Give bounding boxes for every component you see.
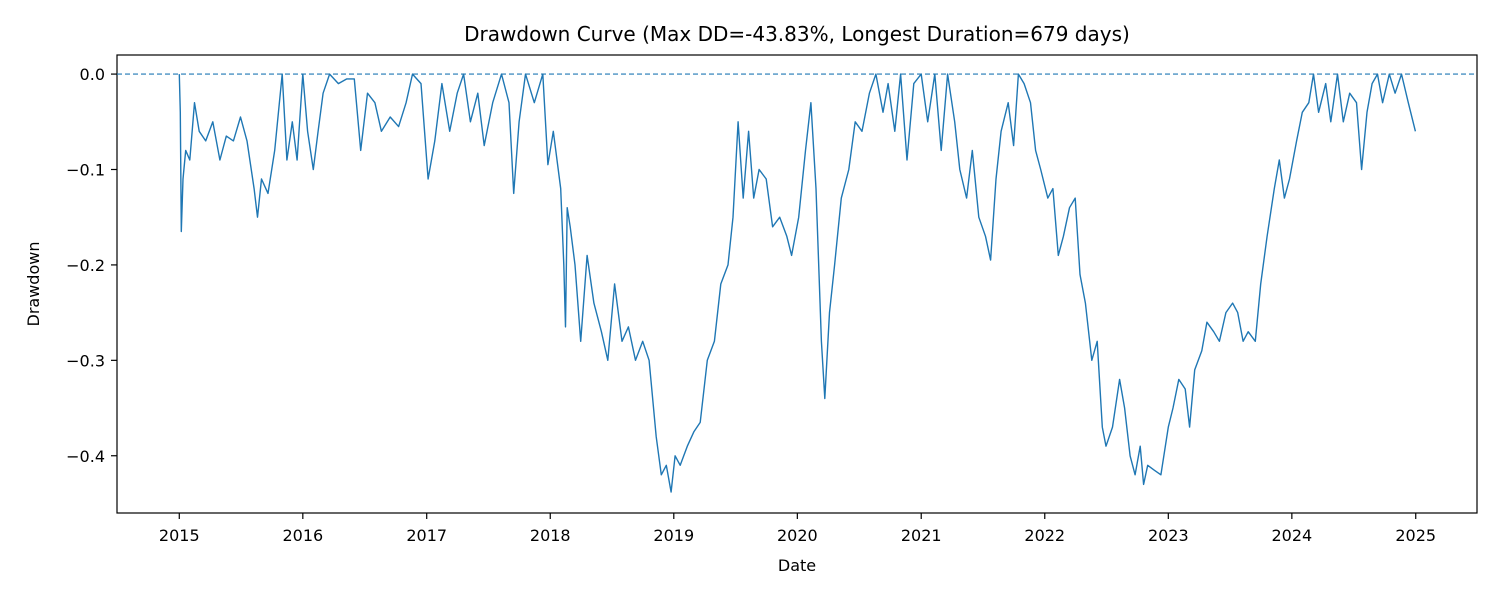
y-tick-label: −0.2 (66, 256, 105, 275)
x-axis: 2015 2016 2017 2018 2019 2020 2021 2022 2023 2024… (159, 513, 1436, 545)
y-tick-label: −0.3 (66, 351, 105, 370)
x-tick-label: 2023 (1148, 526, 1189, 545)
y-axis-label: Drawdown (24, 242, 43, 327)
y-axis: 0.0 −0.1 −0.2 −0.3 −0.4 (66, 65, 117, 466)
x-tick-label: 2020 (777, 526, 818, 545)
y-tick-label: −0.1 (66, 161, 105, 180)
x-tick-label: 2019 (653, 526, 694, 545)
x-axis-label: Date (778, 556, 816, 575)
x-tick-label: 2025 (1395, 526, 1436, 545)
x-tick-label: 2024 (1271, 526, 1312, 545)
x-tick-label: 2022 (1024, 526, 1065, 545)
x-tick-label: 2017 (406, 526, 447, 545)
x-tick-label: 2018 (530, 526, 571, 545)
drawdown-line (178, 73, 1417, 493)
x-tick-label: 2016 (282, 526, 323, 545)
plot-area (116, 54, 1478, 514)
x-tick-label: 2015 (159, 526, 200, 545)
y-tick-label: 0.0 (80, 65, 105, 84)
x-tick-label: 2021 (901, 526, 942, 545)
chart-title: Drawdown Curve (Max DD=-43.83%, Longest … (464, 22, 1130, 46)
y-tick-label: −0.4 (66, 447, 105, 466)
series-layer (117, 73, 1477, 493)
plot-frame (116, 54, 1478, 514)
